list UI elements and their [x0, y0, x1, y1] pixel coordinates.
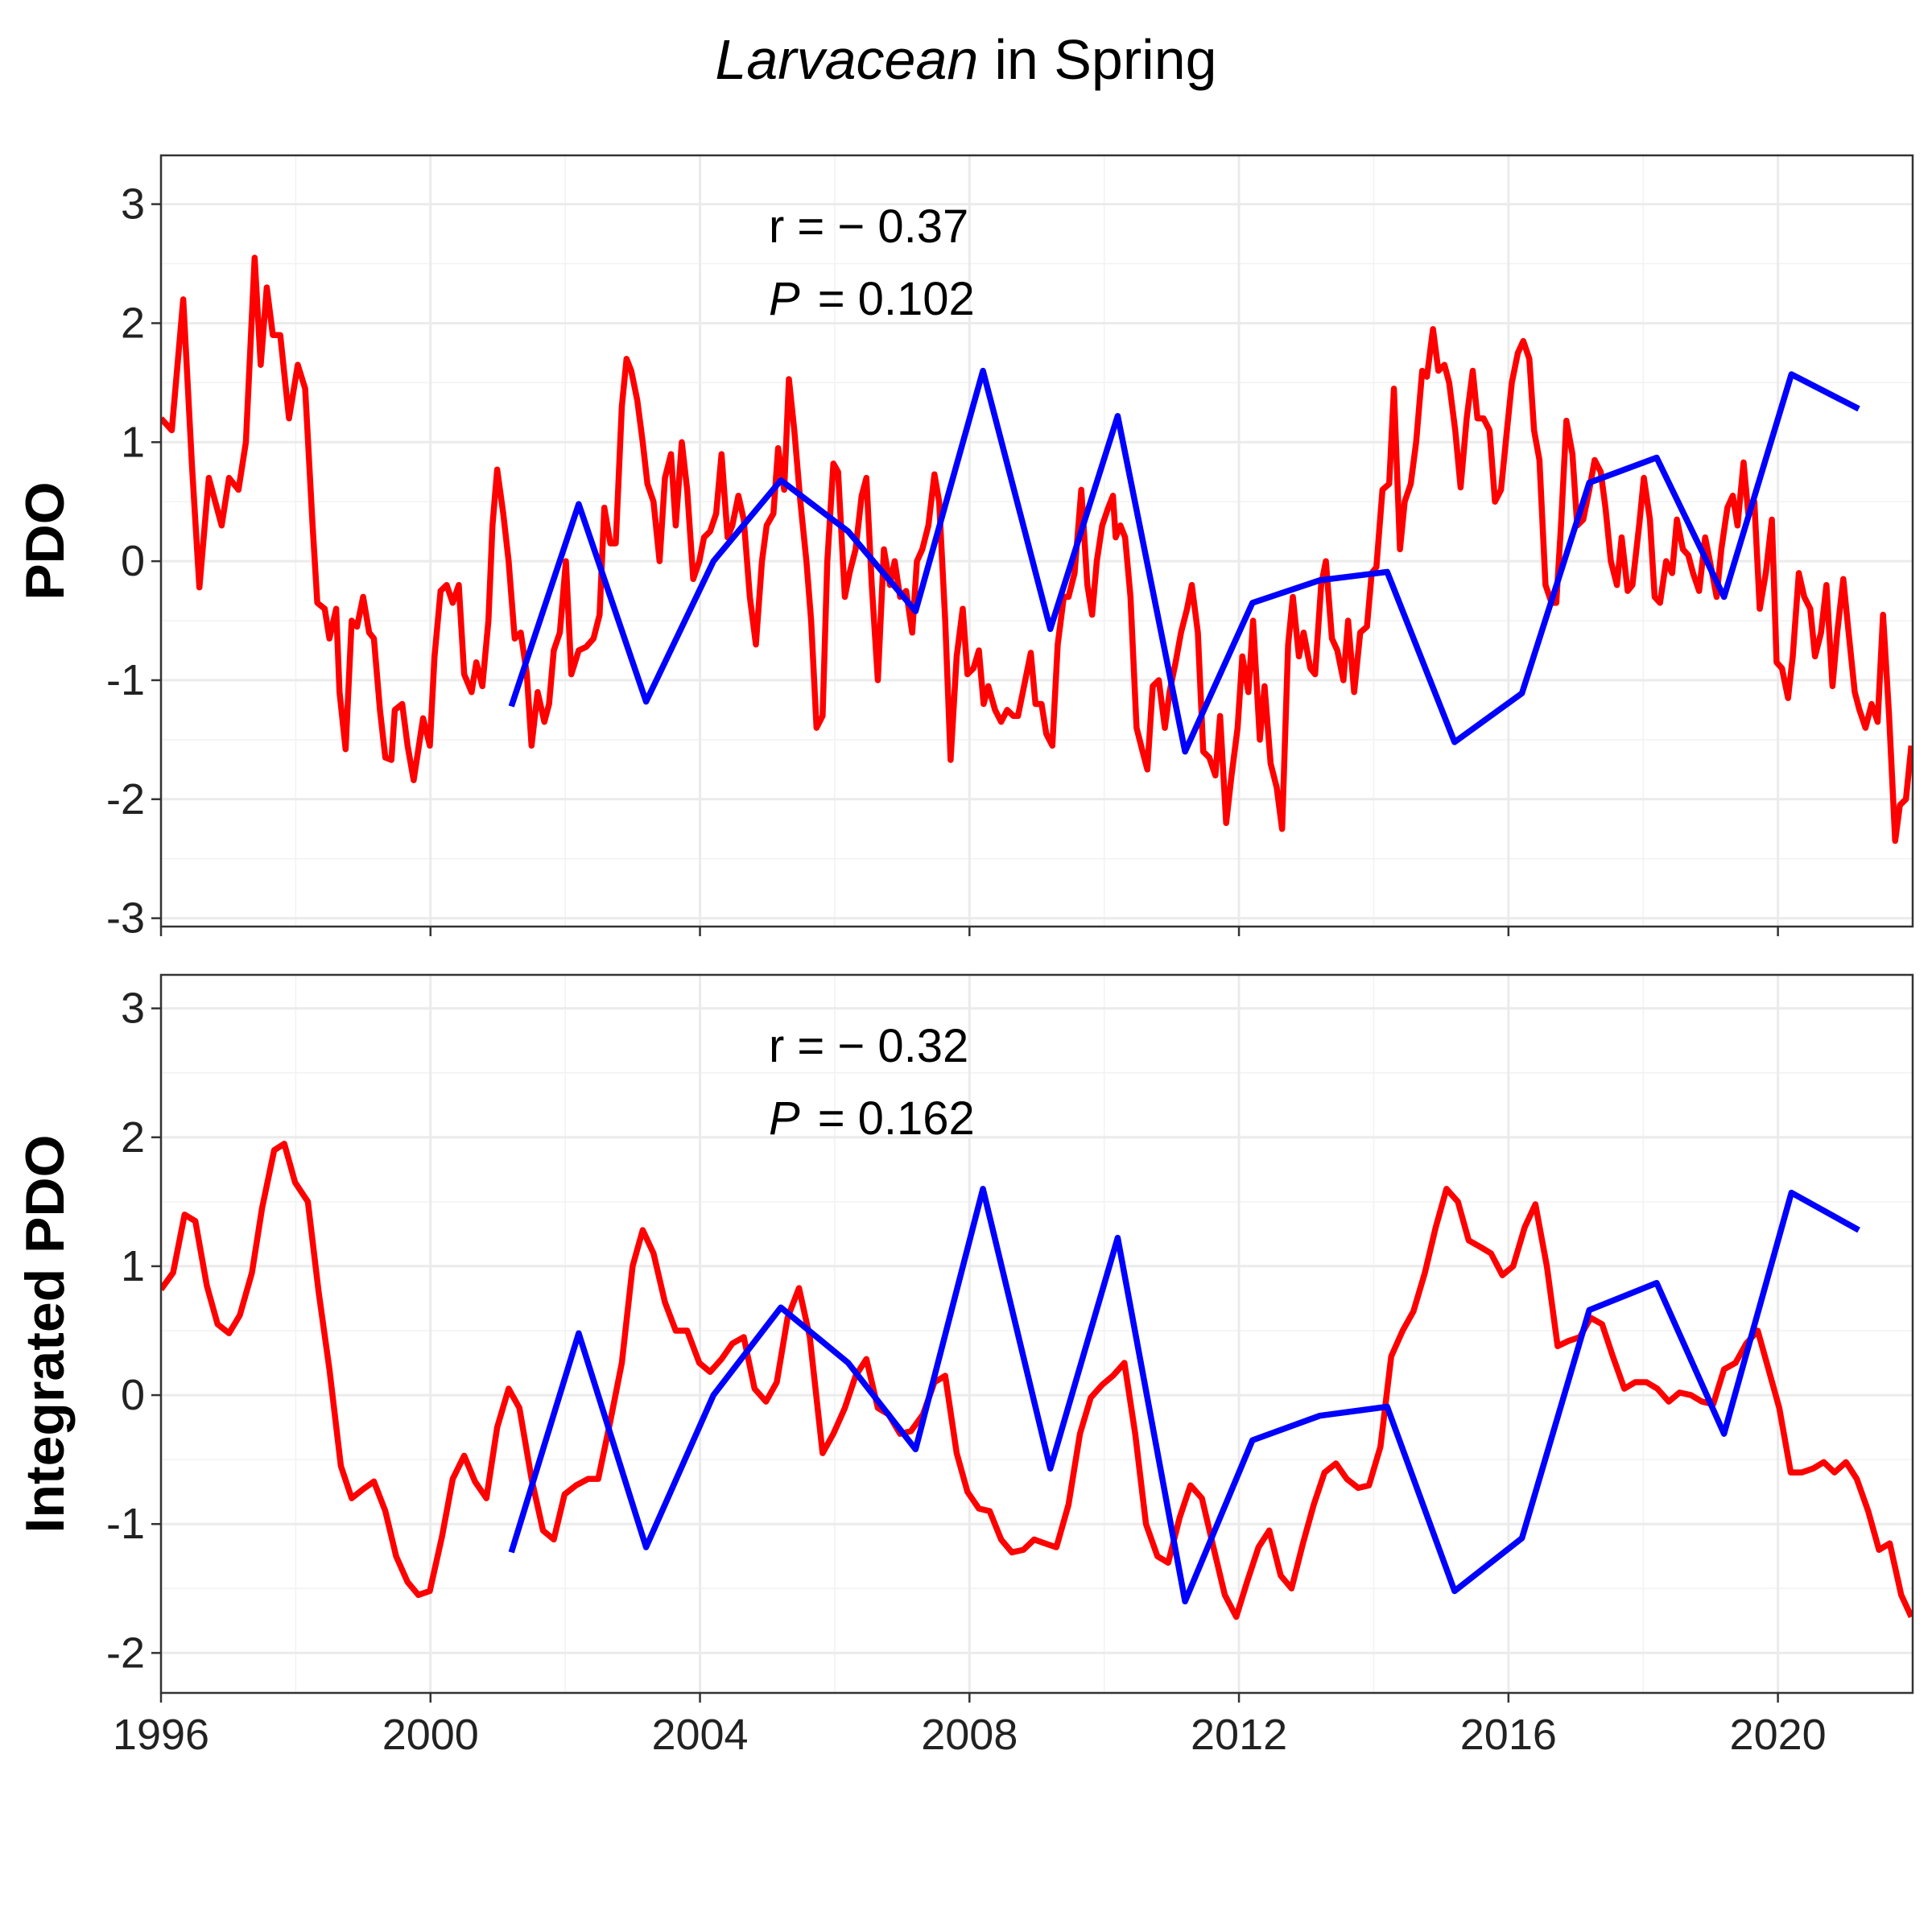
panel: -2 -1 0 1 2 3 1996 2000 2004 2008 2012 2016 2020 r = … — [14, 973, 1914, 1759]
y-tick-label: -2 — [106, 1629, 145, 1677]
y-tick-label: 1 — [121, 1242, 145, 1290]
panel: -3 -2 -1 0 1 2 3 r = − 0.37 P = 0.102 PDO — [14, 154, 1914, 943]
annotation: P = 0.162 — [769, 1092, 975, 1145]
series-group — [161, 254, 1913, 844]
y-tick-label: -3 — [106, 894, 145, 943]
y-tick-label: -1 — [106, 656, 145, 704]
y-tick-label: 2 — [121, 1113, 145, 1162]
y-tick-label: 1 — [121, 418, 145, 466]
title-italic: Larvacean — [715, 28, 978, 91]
data-line — [508, 367, 1860, 755]
y-tick-label: 3 — [121, 985, 145, 1033]
annotation: P = 0.102 — [769, 273, 975, 325]
chart-title: Larvacean in Spring — [715, 28, 1216, 91]
y-tick-label: -2 — [106, 775, 145, 824]
annotation-text: r = − 0.32 — [769, 1020, 968, 1072]
y-tick-label: 0 — [121, 537, 145, 585]
annotation-text: = 0.102 — [818, 273, 975, 325]
title-text: in Spring — [994, 28, 1216, 91]
annotation-text: r = − 0.37 — [769, 200, 968, 253]
annotation-italic: P — [769, 273, 800, 325]
y-tick-label: 3 — [121, 180, 145, 229]
panel-border — [159, 973, 1914, 1695]
panel-border — [159, 154, 1914, 928]
data-line — [161, 1141, 1913, 1620]
data-line — [508, 1186, 1860, 1605]
annotation-italic: P — [769, 1092, 800, 1145]
x-tick-label: 2000 — [382, 1711, 479, 1759]
annotation: r = − 0.32 — [769, 1020, 968, 1072]
y-tick-label: 0 — [121, 1371, 145, 1419]
x-tick-label: 2012 — [1191, 1711, 1287, 1759]
y-tick-label: -1 — [106, 1500, 145, 1548]
x-tick-label: 2020 — [1730, 1711, 1827, 1759]
panel-background — [161, 975, 1913, 1693]
data-line — [161, 254, 1913, 844]
y-axis-label: Integrated PDO — [14, 1135, 76, 1534]
y-tick-label: 2 — [121, 299, 145, 347]
x-tick-label: 2008 — [921, 1711, 1018, 1759]
series-group — [161, 1141, 1913, 1620]
x-tick-label: 2004 — [651, 1711, 748, 1759]
y-axis-label: PDO — [14, 481, 76, 600]
annotation: r = − 0.37 — [769, 200, 968, 253]
x-tick-label: 1996 — [113, 1711, 209, 1759]
x-tick-label: 2016 — [1460, 1711, 1557, 1759]
annotation-text: = 0.162 — [818, 1092, 975, 1145]
